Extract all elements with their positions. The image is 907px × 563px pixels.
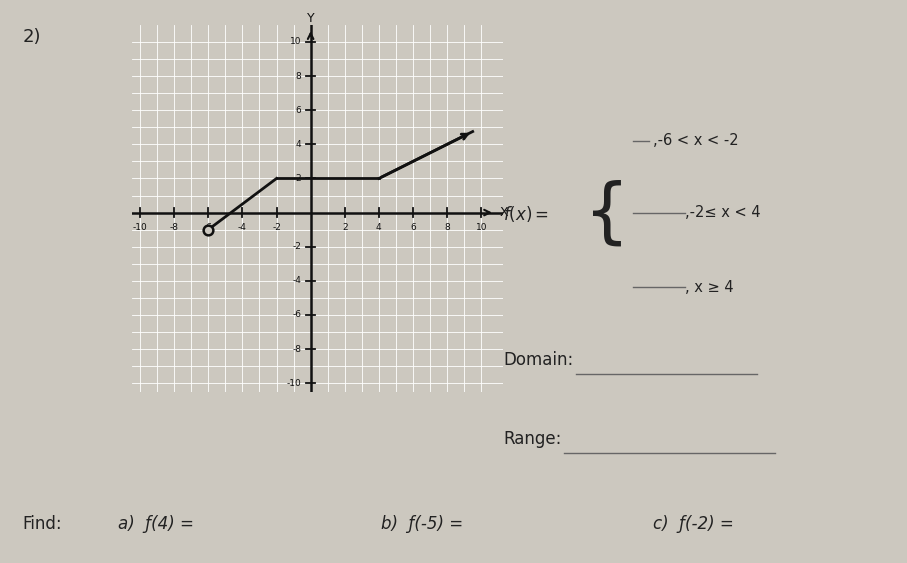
Text: -4: -4: [238, 223, 247, 232]
Text: -6: -6: [292, 310, 301, 319]
Text: -2: -2: [272, 223, 281, 232]
Text: 4: 4: [376, 223, 382, 232]
Text: c)  ƒ(-2) =: c) ƒ(-2) =: [653, 515, 734, 533]
Text: Find:: Find:: [23, 515, 63, 533]
Text: $f(x) =$: $f(x) =$: [503, 204, 550, 224]
Text: 2: 2: [296, 174, 301, 183]
Text: -10: -10: [287, 379, 301, 388]
Text: Y: Y: [307, 12, 315, 25]
Text: -8: -8: [170, 223, 179, 232]
Text: ,-6 < x < -2: ,-6 < x < -2: [653, 133, 738, 148]
Text: 6: 6: [296, 106, 301, 115]
Text: Range:: Range:: [503, 430, 561, 448]
Text: 8: 8: [444, 223, 450, 232]
Text: b)  ƒ(-5) =: b) ƒ(-5) =: [381, 515, 463, 533]
Text: -6: -6: [204, 223, 213, 232]
Text: -4: -4: [292, 276, 301, 285]
Text: $\{$: $\{$: [583, 179, 622, 249]
Text: 10: 10: [289, 38, 301, 47]
Text: -10: -10: [132, 223, 148, 232]
Text: 10: 10: [475, 223, 487, 232]
Text: 2: 2: [342, 223, 347, 232]
Text: 8: 8: [296, 72, 301, 81]
Text: a)  ƒ(4) =: a) ƒ(4) =: [118, 515, 194, 533]
Text: -2: -2: [292, 242, 301, 251]
Text: 6: 6: [410, 223, 415, 232]
Text: , x ≥ 4: , x ≥ 4: [685, 280, 734, 294]
Text: Domain:: Domain:: [503, 351, 573, 369]
Text: 4: 4: [296, 140, 301, 149]
Text: X: X: [500, 206, 509, 219]
Text: ,-2≤ x < 4: ,-2≤ x < 4: [685, 205, 760, 220]
Text: -8: -8: [292, 345, 301, 354]
Text: 2): 2): [23, 28, 41, 46]
